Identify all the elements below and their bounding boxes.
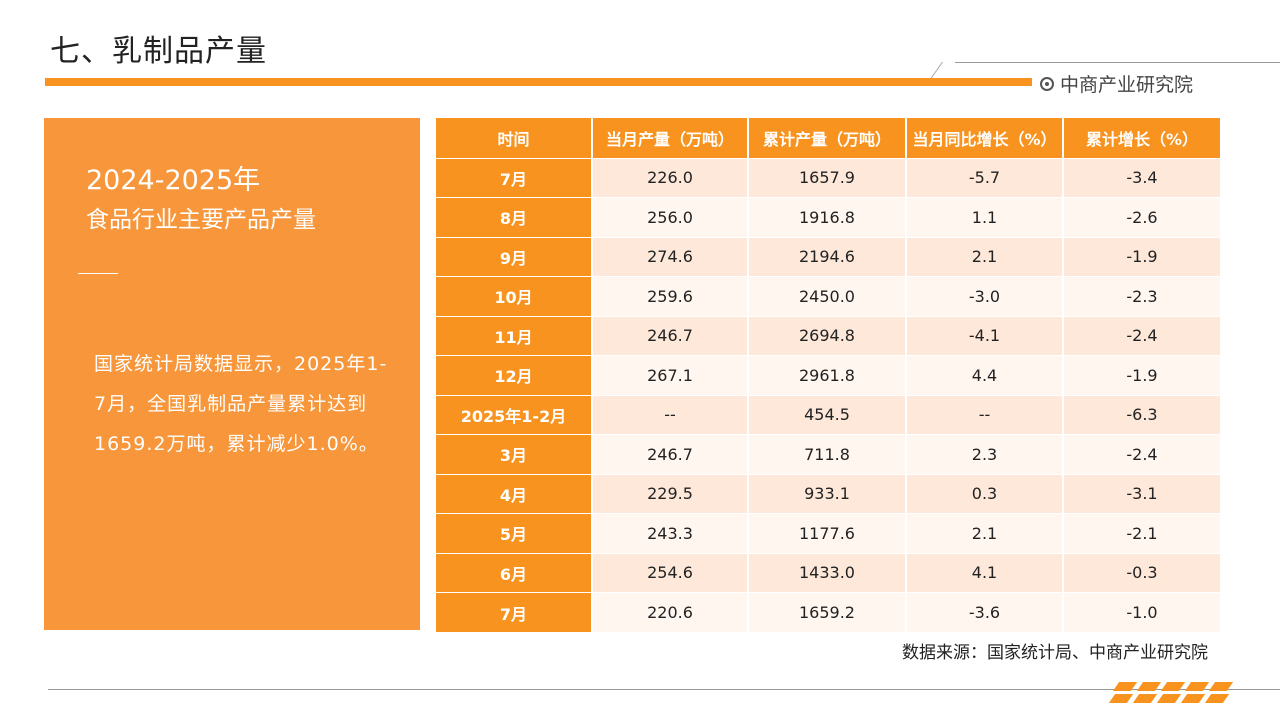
cumulative-growth-cell: -6.3 <box>1063 394 1222 435</box>
header-cumulative-growth: 累计增长（%） <box>1063 118 1222 158</box>
monthly-output-cell: -- <box>592 394 749 435</box>
monthly-yoy-cell: 4.1 <box>906 552 1064 593</box>
table-row: 8月 256.0 1916.8 1.1 -2.6 <box>436 197 1222 237</box>
header-bar <box>45 78 1032 86</box>
monthly-yoy-cell: 2.3 <box>906 434 1064 474</box>
monthly-output-cell: 274.6 <box>592 236 749 277</box>
summary-title-year: 2024-2025年 <box>86 165 261 196</box>
cumulative-growth-cell: -0.3 <box>1063 552 1222 593</box>
table-header-row: 时间 当月产量（万吨） 累计产量（万吨） 当月同比增长（%） 累计增长（%） <box>436 118 1222 158</box>
cumulative-output-cell: 933.1 <box>748 473 907 514</box>
time-cell: 7月 <box>436 157 593 198</box>
footer-stripes-lower <box>1108 694 1230 703</box>
time-cell: 9月 <box>436 236 593 277</box>
summary-text: 国家统计局数据显示，2025年1-7月，全国乳制品产量累计达到1659.2万吨，… <box>94 353 388 455</box>
table-row: 7月 220.6 1659.2 -3.6 -1.0 <box>436 592 1222 632</box>
cumulative-output-cell: 711.8 <box>748 434 907 474</box>
time-cell: 6月 <box>436 552 593 593</box>
cumulative-output-cell: 1916.8 <box>748 197 907 237</box>
header-stripes <box>999 78 1030 86</box>
cumulative-growth-cell: -1.9 <box>1063 355 1222 395</box>
brand-name: 中商产业研究院 <box>1060 74 1194 96</box>
table-row: 2025年1-2月 -- 454.5 -- -6.3 <box>436 394 1222 435</box>
footer-stripes <box>1112 682 1234 691</box>
cumulative-growth-cell: -3.1 <box>1063 473 1222 514</box>
data-source: 数据来源：国家统计局、中商产业研究院 <box>902 643 1208 663</box>
header-time: 时间 <box>436 118 593 158</box>
table-row: 11月 246.7 2694.8 -4.1 -2.4 <box>436 315 1222 356</box>
time-cell: 4月 <box>436 473 593 514</box>
cumulative-growth-cell: -2.6 <box>1063 197 1222 237</box>
cumulative-growth-cell: -1.0 <box>1063 592 1222 632</box>
cumulative-output-cell: 2961.8 <box>748 355 907 395</box>
production-table: 时间 当月产量（万吨） 累计产量（万吨） 当月同比增长（%） 累计增长（%） 7… <box>436 118 1222 632</box>
header-thin-line <box>955 62 1280 63</box>
cumulative-output-cell: 454.5 <box>748 394 907 435</box>
cumulative-output-cell: 2194.6 <box>748 236 907 277</box>
time-cell: 2025年1-2月 <box>436 394 593 435</box>
time-cell: 11月 <box>436 315 593 356</box>
monthly-output-cell: 226.0 <box>592 157 749 198</box>
cumulative-growth-cell: -2.4 <box>1063 315 1222 356</box>
monthly-output-cell: 229.5 <box>592 473 749 514</box>
cumulative-growth-cell: -1.9 <box>1063 236 1222 277</box>
cumulative-output-cell: 1657.9 <box>748 157 907 198</box>
header-diagonal-line <box>930 62 943 79</box>
monthly-output-cell: 267.1 <box>592 355 749 395</box>
monthly-output-cell: 254.6 <box>592 552 749 593</box>
footer-line <box>48 689 1280 690</box>
table-row: 7月 226.0 1657.9 -5.7 -3.4 <box>436 157 1222 198</box>
page-title: 七、乳制品产量 <box>50 34 267 69</box>
summary-title-topic: 食品行业主要产品产量 <box>86 207 316 233</box>
cumulative-growth-cell: -2.1 <box>1063 513 1222 553</box>
monthly-yoy-cell: -4.1 <box>906 315 1064 356</box>
table-row: 9月 274.6 2194.6 2.1 -1.9 <box>436 236 1222 277</box>
monthly-yoy-cell: 2.1 <box>906 513 1064 553</box>
cumulative-growth-cell: -3.4 <box>1063 157 1222 198</box>
cumulative-growth-cell: -2.4 <box>1063 434 1222 474</box>
header-monthly-output: 当月产量（万吨） <box>592 118 749 158</box>
time-cell: 8月 <box>436 197 593 237</box>
monthly-yoy-cell: 4.4 <box>906 355 1064 395</box>
table-row: 5月 243.3 1177.6 2.1 -2.1 <box>436 513 1222 553</box>
table-row: 3月 246.7 711.8 2.3 -2.4 <box>436 434 1222 474</box>
cumulative-output-cell: 1433.0 <box>748 552 907 593</box>
monthly-output-cell: 246.7 <box>592 315 749 356</box>
monthly-yoy-cell: -3.0 <box>906 276 1064 316</box>
monthly-output-cell: 220.6 <box>592 592 749 632</box>
monthly-output-cell: 246.7 <box>592 434 749 474</box>
monthly-yoy-cell: -- <box>906 394 1064 435</box>
time-cell: 10月 <box>436 276 593 316</box>
monthly-output-cell: 256.0 <box>592 197 749 237</box>
cumulative-output-cell: 1659.2 <box>748 592 907 632</box>
time-cell: 3月 <box>436 434 593 474</box>
monthly-yoy-cell: 2.1 <box>906 236 1064 277</box>
cumulative-output-cell: 1177.6 <box>748 513 907 553</box>
cumulative-output-cell: 2450.0 <box>748 276 907 316</box>
summary-panel: 2024-2025年 食品行业主要产品产量 国家统计局数据显示，2025年1-7… <box>44 118 420 630</box>
time-cell: 5月 <box>436 513 593 553</box>
target-icon <box>1040 76 1054 91</box>
time-cell: 7月 <box>436 592 593 632</box>
summary-divider <box>78 273 118 274</box>
header-cumulative-output: 累计产量（万吨） <box>748 118 907 158</box>
monthly-yoy-cell: -3.6 <box>906 592 1064 632</box>
monthly-yoy-cell: 1.1 <box>906 197 1064 237</box>
brand: 中商产业研究院 <box>1040 70 1193 97</box>
monthly-yoy-cell: 0.3 <box>906 473 1064 514</box>
monthly-output-cell: 243.3 <box>592 513 749 553</box>
monthly-output-cell: 259.6 <box>592 276 749 316</box>
table-row: 10月 259.6 2450.0 -3.0 -2.3 <box>436 276 1222 316</box>
time-cell: 12月 <box>436 355 593 395</box>
cumulative-output-cell: 2694.8 <box>748 315 907 356</box>
table-row: 6月 254.6 1433.0 4.1 -0.3 <box>436 552 1222 593</box>
monthly-yoy-cell: -5.7 <box>906 157 1064 198</box>
cumulative-growth-cell: -2.3 <box>1063 276 1222 316</box>
table-row: 4月 229.5 933.1 0.3 -3.1 <box>436 473 1222 514</box>
header-monthly-yoy: 当月同比增长（%） <box>906 118 1064 158</box>
table-row: 12月 267.1 2961.8 4.4 -1.9 <box>436 355 1222 395</box>
